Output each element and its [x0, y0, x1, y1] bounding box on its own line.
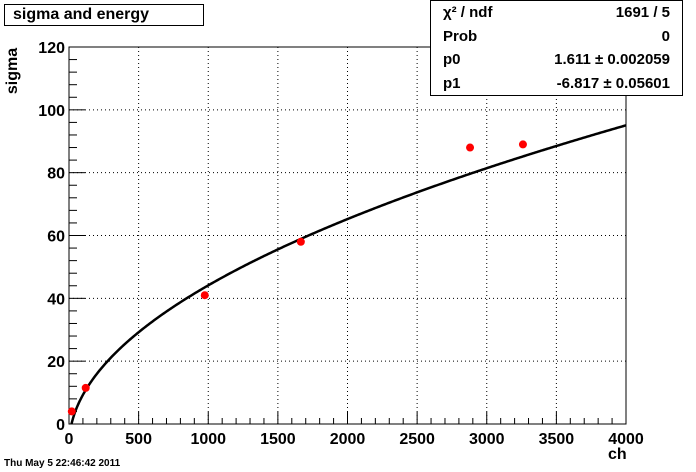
- stat-row-prob: Prob 0: [431, 25, 682, 49]
- y-tick-label: 0: [56, 417, 65, 434]
- y-tick-label: 20: [47, 354, 65, 371]
- x-tick-label: 1500: [260, 431, 296, 448]
- stat-label-p0: p0: [443, 51, 461, 68]
- stat-label-prob: Prob: [443, 27, 478, 45]
- y-tick-label: 100: [38, 103, 65, 120]
- stat-row-p0: p0 1.611 ± 0.002059: [431, 48, 682, 72]
- x-tick-label: 3500: [539, 431, 575, 448]
- stat-row-chi2: χ² / ndf 1691 / 5: [431, 1, 682, 25]
- stat-label-chi2: χ² / ndf: [443, 4, 493, 21]
- x-tick-label: 3000: [469, 431, 505, 448]
- x-tick-label: 2000: [330, 431, 366, 448]
- data-point: [81, 383, 90, 392]
- stat-value-chi2: 1691 / 5: [615, 4, 670, 21]
- x-tick-label: 500: [125, 431, 152, 448]
- stat-label-p1: p1: [443, 74, 461, 92]
- timestamp: Thu May 5 22:46:42 2011: [4, 458, 121, 469]
- x-tick-label: 1000: [190, 431, 226, 448]
- x-tick-label: 0: [65, 431, 74, 448]
- x-tick-label: 2500: [399, 431, 435, 448]
- data-point: [200, 291, 209, 300]
- data-point: [518, 140, 527, 149]
- stat-row-p1: p1 -6.817 ± 0.05601: [431, 72, 682, 96]
- y-tick-label: 40: [47, 291, 65, 308]
- data-point: [296, 237, 305, 246]
- x-axis-label: ch: [608, 446, 627, 463]
- stat-value-prob: 0: [661, 27, 670, 45]
- y-tick-label: 120: [38, 40, 65, 57]
- chart-title: sigma and energy: [4, 4, 204, 26]
- fit-curve: [70, 124, 627, 425]
- stat-value-p0: 1.611 ± 0.002059: [554, 51, 670, 68]
- fit-stats-box: χ² / ndf 1691 / 5 Prob 0 p0 1.611 ± 0.00…: [430, 0, 683, 96]
- data-point: [466, 143, 475, 152]
- y-tick-label: 60: [47, 229, 65, 246]
- y-axis-label: sigma: [4, 47, 22, 95]
- stat-value-p1: -6.817 ± 0.05601: [556, 74, 670, 92]
- data-point: [67, 407, 76, 416]
- x-tick-label: 4000: [608, 431, 644, 448]
- y-tick-label: 80: [47, 166, 65, 183]
